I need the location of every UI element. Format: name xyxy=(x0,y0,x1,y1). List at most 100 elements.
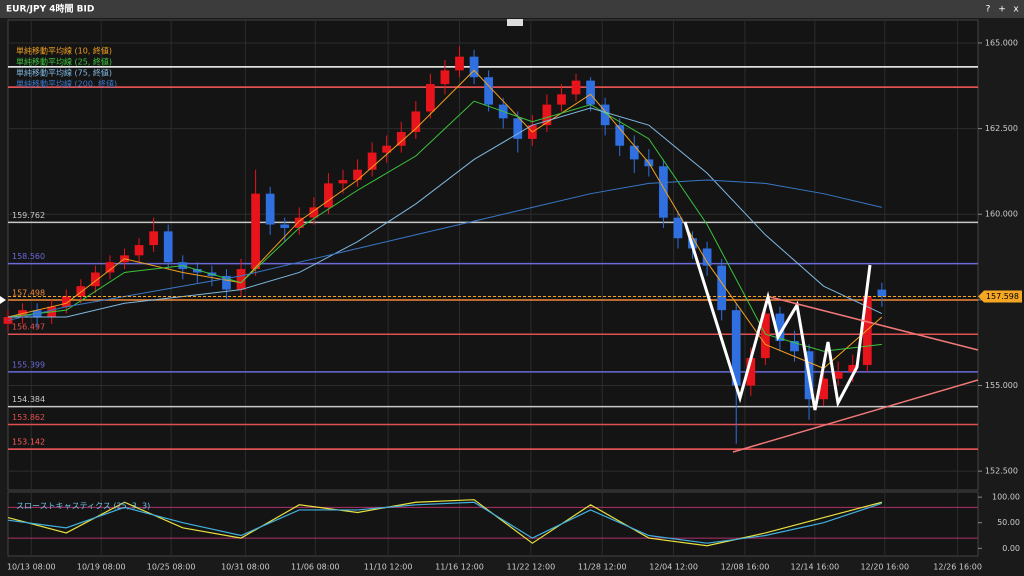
candle-body xyxy=(455,56,464,71)
level-label: 153.142 xyxy=(12,438,45,447)
candle-body xyxy=(862,296,872,365)
series-line xyxy=(7,179,882,321)
series-line xyxy=(7,501,883,544)
candle-body xyxy=(615,125,625,146)
add-button[interactable]: + xyxy=(998,5,1006,15)
candle-body xyxy=(717,265,727,311)
legend-entry: 単純移動平均線 (200, 終値) xyxy=(16,79,117,89)
candle-body xyxy=(265,193,275,225)
legend-entry: 単純移動平均線 (10, 終値) xyxy=(16,46,112,56)
candle-body xyxy=(396,132,406,146)
y-tick-label: 100.00 xyxy=(992,493,1020,502)
trendline-lower xyxy=(732,379,979,453)
help-button[interactable]: ? xyxy=(986,5,991,15)
y-tick-label: 50.00 xyxy=(997,518,1020,527)
candle-body xyxy=(790,340,799,352)
x-tick-label: 10/25 08:00 xyxy=(147,563,196,572)
y-tick-label: 162.500 xyxy=(985,124,1018,133)
y-tick-label: 0.00 xyxy=(1002,544,1020,553)
candle-body xyxy=(702,248,712,266)
candle-body xyxy=(163,231,173,263)
price-marker xyxy=(0,296,6,304)
current-price-tag xyxy=(978,290,1022,303)
y-tick-label: 160.000 xyxy=(985,210,1018,219)
candle-body xyxy=(557,94,566,105)
candle-body xyxy=(833,371,843,379)
legend-entry: 単純移動平均線 (25, 終値) xyxy=(16,57,112,67)
candle-body xyxy=(309,207,319,218)
candle-body xyxy=(484,77,493,105)
candle-body xyxy=(877,289,887,297)
candle-body xyxy=(134,245,144,256)
legend-entry: 単純移動平均線 (75, 終値) xyxy=(16,68,112,78)
y-tick-label: 165.000 xyxy=(985,38,1018,47)
candle-body xyxy=(571,80,581,95)
candle-body xyxy=(382,145,392,153)
candle-body xyxy=(469,56,479,78)
candle-body xyxy=(76,286,86,297)
x-tick-label: 11/16 12:00 xyxy=(435,563,484,572)
collapse-tab[interactable] xyxy=(507,19,523,26)
candle-body xyxy=(775,313,785,341)
x-tick-label: 11/28 12:00 xyxy=(578,563,627,572)
x-tick-label: 10/13 08:00 xyxy=(7,563,56,572)
x-tick-label: 10/31 08:00 xyxy=(221,563,270,572)
series-line xyxy=(7,100,882,352)
x-tick-label: 11/10 12:00 xyxy=(364,563,413,572)
candle-body xyxy=(673,217,683,239)
candle-body xyxy=(440,70,450,85)
candle-body xyxy=(353,169,362,180)
candle-body xyxy=(819,378,828,400)
candle-body xyxy=(251,193,260,270)
x-tick-label: 11/22 12:00 xyxy=(507,563,556,572)
candle-body xyxy=(513,118,523,139)
x-tick-label: 12/04 12:00 xyxy=(649,563,698,572)
close-button[interactable]: x xyxy=(1013,5,1019,15)
x-tick-label: 12/20 16:00 xyxy=(860,563,909,572)
candle-body xyxy=(746,358,756,386)
series-line xyxy=(7,69,883,369)
y-tick-label: 152.500 xyxy=(985,467,1018,476)
candle-body xyxy=(731,310,741,386)
w-pattern-drawing xyxy=(683,221,872,411)
candle-body xyxy=(629,145,639,160)
candle-body xyxy=(280,224,290,228)
candle-body xyxy=(149,231,159,246)
candle-body xyxy=(61,296,71,307)
candle-body xyxy=(91,272,100,287)
title-bar xyxy=(0,0,1024,18)
candle-body xyxy=(848,364,858,372)
level-label: 155.399 xyxy=(12,360,45,369)
candle-body xyxy=(542,104,552,126)
level-label: 157.498 xyxy=(12,288,45,297)
candle-body xyxy=(105,262,115,273)
stoch-panel xyxy=(7,491,979,557)
series-line xyxy=(8,107,883,318)
candle-body xyxy=(760,313,770,359)
candle-body xyxy=(586,80,595,105)
candle-body xyxy=(324,183,333,208)
level-label: 158.560 xyxy=(12,252,45,261)
trendline-upper xyxy=(769,296,979,351)
indicator-title: スローストキャスティクス (25, 3, 3) xyxy=(16,502,150,511)
candle-body xyxy=(222,275,231,290)
x-tick-label: 12/26 16:00 xyxy=(933,563,982,572)
level-label: 153.862 xyxy=(12,413,45,422)
candle-body xyxy=(367,152,377,170)
candle-body xyxy=(659,166,668,218)
candle-body xyxy=(192,269,202,273)
y-tick-label: 155.000 xyxy=(985,381,1018,390)
level-label: 159.762 xyxy=(12,211,45,220)
x-tick-label: 12/08 16:00 xyxy=(721,563,770,572)
level-label: 154.384 xyxy=(12,395,45,404)
candle-body xyxy=(600,104,610,126)
candle-body xyxy=(294,217,304,228)
current-price-label: 157.598 xyxy=(986,292,1019,301)
candle-body xyxy=(236,269,246,290)
x-tick-label: 10/19 08:00 xyxy=(77,563,126,572)
x-tick-label: 11/06 08:00 xyxy=(291,563,340,572)
x-tick-label: 12/14 16:00 xyxy=(791,563,840,572)
window-title: EUR/JPY 4時間 BID xyxy=(6,3,94,15)
candle-body xyxy=(426,84,435,112)
